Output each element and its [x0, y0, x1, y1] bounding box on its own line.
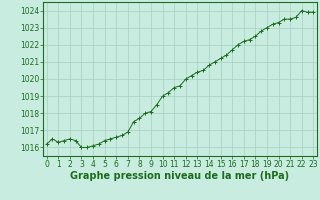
- X-axis label: Graphe pression niveau de la mer (hPa): Graphe pression niveau de la mer (hPa): [70, 171, 290, 181]
